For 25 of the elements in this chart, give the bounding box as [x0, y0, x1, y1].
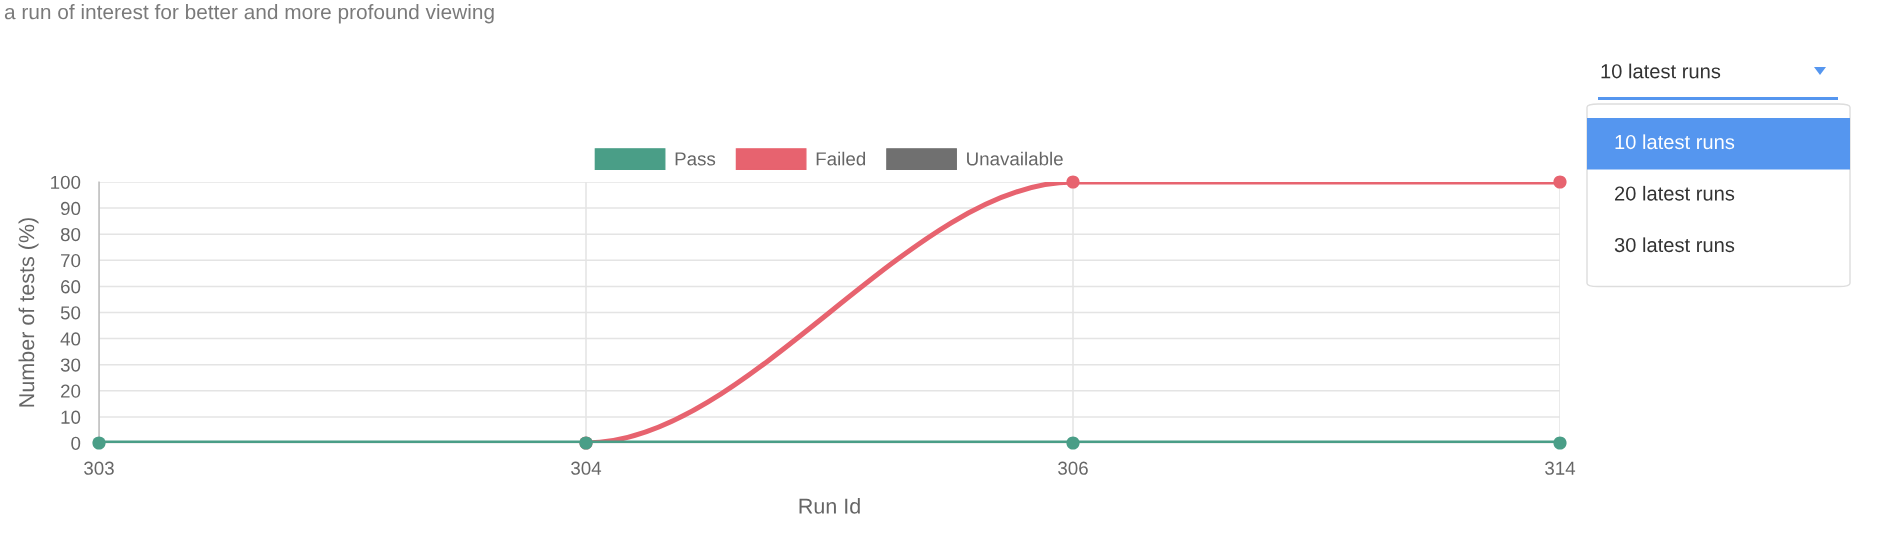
y-axis-title: Number of tests (%) [18, 218, 39, 407]
y-tick-label: 0 [71, 436, 81, 450]
y-tick-label: 90 [60, 201, 81, 216]
legend-label: Unavailable [967, 151, 1063, 166]
x-tick-label: 304 [571, 461, 602, 475]
y-tick-label: 50 [60, 306, 81, 320]
x-axis-title: Run Id [799, 497, 860, 514]
y-tick-label: 10 [61, 410, 81, 424]
x-tick-label: 303 [84, 461, 114, 475]
legend-label: Failed [816, 151, 866, 166]
y-tick-label: 40 [60, 332, 81, 346]
y-tick-label: 60 [61, 280, 81, 294]
y-tick-label: 70 [61, 254, 81, 268]
text: 10 latest runs [1615, 134, 1735, 150]
y-tick-label: 100 [51, 175, 81, 189]
text: 30 latest runs [1614, 237, 1735, 253]
y-tick-label: 80 [60, 227, 81, 242]
legend-label: Pass [675, 152, 716, 166]
text: a run of interest for better and more profound viewing [4, 4, 494, 24]
x-tick-label: 314 [1545, 461, 1576, 475]
x-tick-label: 306 [1058, 461, 1088, 475]
text: 20 latest runs [1615, 185, 1735, 201]
y-tick-label: 30 [60, 358, 81, 372]
text: 10 latest runs [1601, 63, 1721, 79]
y-tick-label: 20 [61, 384, 81, 398]
